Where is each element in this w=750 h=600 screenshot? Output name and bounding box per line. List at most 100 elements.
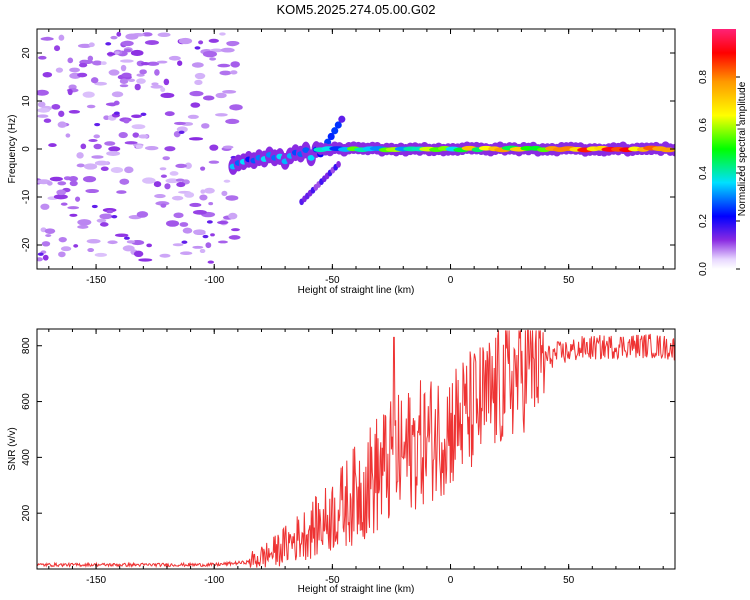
noise-blob xyxy=(194,72,206,80)
noise-blob xyxy=(56,189,67,196)
noise-blob xyxy=(41,241,51,247)
noise-blob xyxy=(187,114,199,119)
noise-blob xyxy=(217,63,231,68)
noise-blob xyxy=(37,107,50,113)
noise-blob-core xyxy=(202,234,209,239)
noise-blob xyxy=(144,40,159,45)
noise-blob xyxy=(57,121,67,128)
x-tick-label: 50 xyxy=(563,275,575,286)
noise-blob xyxy=(146,61,160,66)
colorbar-tick-label: 0.2 xyxy=(698,214,709,228)
noise-blob xyxy=(222,145,234,149)
main-band-core xyxy=(660,147,675,153)
x-tick-label: 0 xyxy=(448,575,454,586)
upper-branch-blob xyxy=(327,132,335,141)
noise-blob xyxy=(202,50,218,58)
noise-blob xyxy=(94,81,107,86)
noise-blob xyxy=(177,60,183,66)
noise-blob-core xyxy=(105,42,112,46)
y-tick-label: 400 xyxy=(21,449,32,466)
y-tick-label: 0 xyxy=(21,146,32,152)
noise-blob xyxy=(123,118,130,124)
noise-blob xyxy=(199,248,206,254)
onset-band-core xyxy=(302,147,310,153)
noise-blob xyxy=(43,118,52,123)
noise-blob xyxy=(85,188,99,194)
noise-blob xyxy=(114,51,120,55)
noise-blob xyxy=(150,84,163,89)
noise-blob-core xyxy=(140,112,147,117)
noise-blob xyxy=(87,248,95,253)
noise-blob-core xyxy=(206,220,213,224)
noise-blob xyxy=(104,141,116,146)
noise-blob xyxy=(200,166,206,171)
colorbar-label: Normalized spectral amplitude xyxy=(737,81,748,216)
noise-blob xyxy=(77,219,92,226)
noise-blob xyxy=(100,166,109,172)
colorbar-gradient xyxy=(712,29,736,269)
snr-series-line xyxy=(37,329,675,569)
noise-blob xyxy=(230,61,240,68)
noise-blob xyxy=(58,34,65,41)
noise-blob xyxy=(208,160,220,164)
noise-blob xyxy=(40,203,50,210)
noise-blob xyxy=(90,77,99,84)
noise-blob xyxy=(154,69,160,76)
snr-y-label: SNR (v/v) xyxy=(7,427,18,470)
noise-blob xyxy=(140,62,150,66)
snr-x-ticks: -150 -100 -50 0 50 xyxy=(48,329,664,586)
noise-blob xyxy=(157,32,171,37)
spectrogram-x-label: Height of straight line (km) xyxy=(298,285,415,296)
noise-blob xyxy=(68,176,79,182)
chart-title: KOM5.2025.274.05.00.G02 xyxy=(276,2,435,17)
noise-blob xyxy=(175,163,187,169)
noise-blob xyxy=(77,225,89,229)
noise-blob xyxy=(220,47,235,53)
noise-blob-core xyxy=(94,122,101,127)
noise-blob xyxy=(144,146,159,151)
colorbar-ticks: 0.0 0.2 0.4 0.6 0.8 xyxy=(698,70,740,276)
x-tick-label: -150 xyxy=(86,275,106,286)
noise-blob xyxy=(205,242,212,249)
noise-blob xyxy=(44,228,56,235)
noise-blob xyxy=(46,181,53,186)
noise-blob xyxy=(114,233,129,237)
noise-blob-core xyxy=(111,214,118,219)
noise-blob xyxy=(179,222,189,227)
noise-blob xyxy=(208,201,214,206)
snr-panel: -150 -100 -50 0 50 200 400 600 800 Height of st… xyxy=(7,328,676,595)
lower-branch-blob xyxy=(336,161,341,168)
noise-blob xyxy=(54,45,61,52)
noise-blob xyxy=(163,78,170,86)
snr-plot-area xyxy=(37,329,675,569)
noise-blob xyxy=(121,72,132,78)
noise-blob xyxy=(200,189,206,194)
noise-blob xyxy=(164,111,175,117)
noise-blob xyxy=(169,171,179,176)
noise-blob xyxy=(110,35,118,40)
noise-blob xyxy=(165,220,180,227)
noise-blob xyxy=(217,240,229,244)
noise-blob xyxy=(154,194,166,199)
noise-blob xyxy=(134,83,141,91)
noise-blob xyxy=(108,69,120,76)
noise-blob xyxy=(132,132,140,138)
noise-blob xyxy=(53,194,68,200)
noise-blob xyxy=(184,162,192,169)
noise-blob xyxy=(123,48,132,53)
noise-blob xyxy=(141,32,153,37)
noise-blob xyxy=(93,134,101,139)
noise-blob xyxy=(230,228,240,232)
noise-blob xyxy=(51,104,61,110)
noise-blob xyxy=(37,89,49,96)
noise-blob xyxy=(199,194,208,201)
snr-y-ticks: 200 400 600 800 xyxy=(21,337,675,522)
x-tick-label: -100 xyxy=(204,575,224,586)
noise-blob xyxy=(94,160,109,166)
noise-blob xyxy=(175,178,185,182)
noise-blob xyxy=(226,41,239,47)
noise-blob xyxy=(130,49,144,57)
upper-branch-blob xyxy=(334,121,342,129)
y-tick-label: -10 xyxy=(21,189,32,204)
noise-blob xyxy=(209,57,217,61)
